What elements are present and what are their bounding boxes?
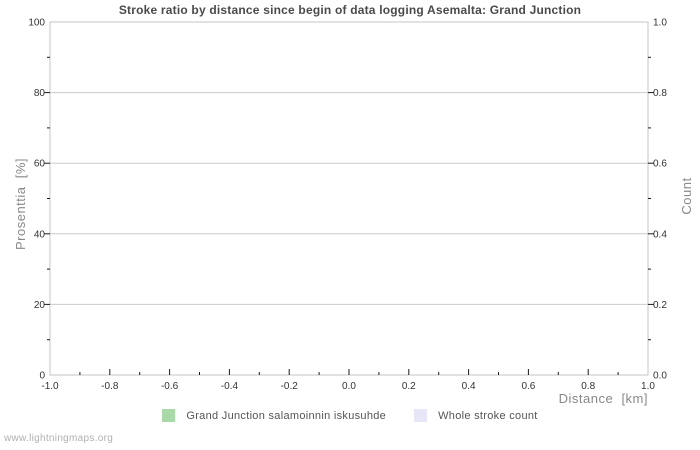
legend-item-stroke-ratio: Grand Junction salamoinnin iskusuhde bbox=[162, 409, 386, 422]
legend-swatch-whole-stroke-count bbox=[414, 409, 428, 422]
y-left-axis-label: Prosenttia [%] bbox=[13, 158, 28, 250]
y-right-axis-label: Count bbox=[679, 177, 694, 214]
y-right-tick-label: 0.6 bbox=[653, 159, 667, 170]
chart-title: Stroke ratio by distance since begin of … bbox=[118, 3, 582, 17]
x-tick-label: -0.2 bbox=[281, 381, 299, 392]
x-tick-label: 0.8 bbox=[581, 381, 595, 392]
y-left-tick-label: 80 bbox=[34, 88, 46, 99]
x-tick-label: 0.4 bbox=[462, 381, 476, 392]
y-left-tick-label: 40 bbox=[34, 229, 46, 240]
y-right-tick-label: 0.0 bbox=[653, 371, 667, 382]
x-tick-label: 0.0 bbox=[342, 381, 356, 392]
x-tick-label: 1.0 bbox=[641, 381, 655, 392]
x-axis-label: Distance [km] bbox=[559, 391, 648, 406]
legend-label-whole-stroke-count: Whole stroke count bbox=[438, 409, 538, 422]
y-left-tick-label: 60 bbox=[34, 159, 46, 170]
x-tick-label: 0.2 bbox=[402, 381, 416, 392]
y-left-tick-label: 100 bbox=[28, 18, 45, 29]
watermark-link[interactable]: www.lightningmaps.org bbox=[4, 433, 114, 444]
x-tick-label: 0.6 bbox=[521, 381, 535, 392]
legend-item-whole-stroke-count: Whole stroke count bbox=[414, 409, 538, 422]
y-right-tick-label: 0.4 bbox=[653, 229, 667, 240]
x-tick-label: -0.4 bbox=[221, 381, 239, 392]
legend: Grand Junction salamoinnin iskusuhde Who… bbox=[0, 409, 700, 422]
y-right-tick-label: 0.2 bbox=[653, 300, 667, 311]
y-right-tick-label: 0.8 bbox=[653, 88, 667, 99]
plot-border bbox=[49, 21, 649, 376]
x-tick-label: -0.6 bbox=[161, 381, 179, 392]
y-left-tick-label: 0 bbox=[39, 371, 45, 382]
legend-swatch-stroke-ratio bbox=[162, 409, 176, 422]
legend-label-stroke-ratio: Grand Junction salamoinnin iskusuhde bbox=[186, 409, 387, 422]
x-tick-label: -0.8 bbox=[101, 381, 119, 392]
y-right-tick-label: 1.0 bbox=[653, 18, 667, 29]
x-tick-label: -1.0 bbox=[41, 381, 59, 392]
y-left-tick-label: 20 bbox=[34, 300, 46, 311]
